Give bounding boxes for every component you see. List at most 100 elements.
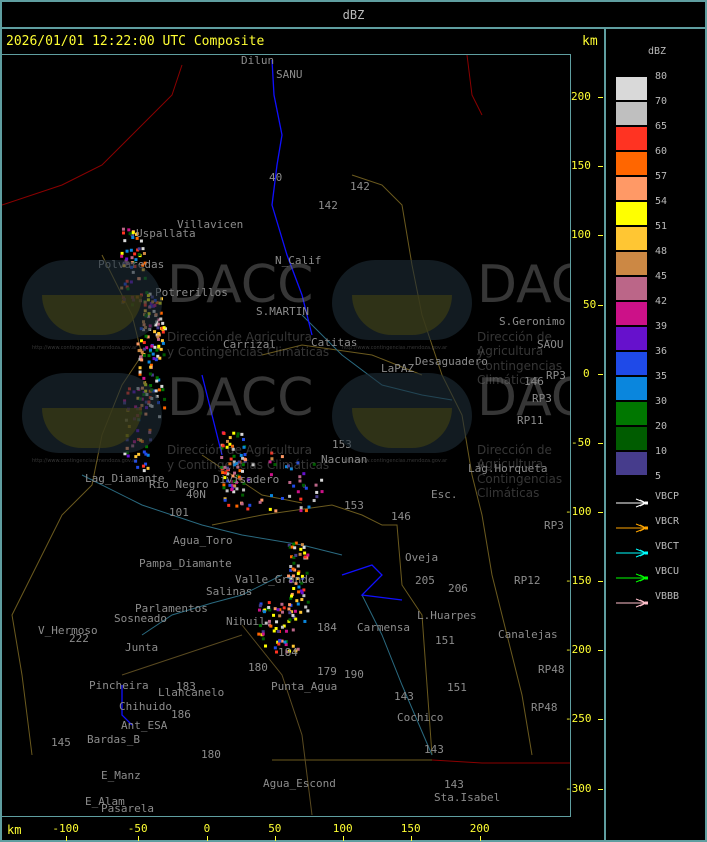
radar-echo [280,625,284,629]
radar-echo [149,365,153,369]
y-tick-mark [598,443,603,444]
radar-echo [237,460,241,464]
legend-level-label: 5 [655,471,662,482]
place-label: RP3 [532,392,552,405]
radar-echo [154,389,158,393]
y-tick-label: -300 [565,782,592,795]
radar-echo [141,263,145,267]
radar-echo [159,317,163,321]
y-tick-mark [598,581,603,582]
radar-echo [244,458,248,462]
place-label: 101 [169,506,189,519]
radar-echo [294,617,298,621]
place-label: Nacunan [321,453,368,466]
radar-echo [121,231,125,235]
legend-level-label: 51 [655,221,668,232]
radar-echo [221,471,225,475]
dacc-logo-icon [332,260,472,340]
legend-level-label: 35 [655,371,668,382]
radar-echo [142,354,146,358]
radar-echo [147,354,151,358]
radar-echo [303,551,307,555]
radar-echo [235,487,239,491]
radar-echo [135,236,139,240]
radar-echo [146,335,150,339]
radar-echo [288,480,292,484]
radar-map[interactable]: DilunSANUVillavicenUspallataPolvaredasN_… [1,54,571,817]
radar-echo [232,454,236,458]
dacc-logo-icon [22,373,162,453]
radar-echo [161,330,165,334]
legend-panel [604,27,707,842]
radar-echo [307,505,311,509]
radar-echo [288,611,292,615]
radar-echo [240,469,244,473]
place-label: SANU [276,68,303,81]
dacc-logo-icon [332,373,472,453]
radar-echo [156,322,160,326]
radar-echo [236,465,240,469]
place-label: RP3 [546,369,566,382]
radar-echo [231,447,235,451]
place-label: Carmensa [357,621,410,634]
place-label: Villavicen [177,218,244,231]
border-blue [121,685,133,726]
radar-echo [238,469,242,473]
radar-echo [278,639,282,643]
radar-echo [259,602,263,606]
radar-echo [243,453,247,457]
radar-echo [291,613,295,617]
radar-echo [146,453,150,457]
radar-echo [293,609,297,613]
radar-echo [288,494,292,498]
radar-echo [302,594,306,598]
radar-echo [140,358,144,362]
radar-echo [312,499,316,503]
radar-name: VBCT [655,541,680,552]
radar-echo [286,464,290,468]
radar-echo [144,334,148,338]
radar-arrow-icon [616,593,653,608]
radar-echo [287,574,291,578]
radar-echo [134,232,138,236]
place-label: Agua_Toro [173,534,233,547]
radar-echo [277,642,281,646]
radar-echo [223,471,227,475]
radar-echo [289,580,293,584]
radar-echo [138,357,142,361]
radar-echo [297,590,301,594]
watermark-url: http://www.contingencias.mendoza.gov.ar [32,345,138,351]
place-label: RP3 [544,519,564,532]
radar-echo [290,610,294,614]
radar-echo [284,629,288,633]
radar-echo [133,252,137,256]
radar-echo [228,442,232,446]
place-label: 40 [269,171,283,184]
radar-echo [270,457,274,461]
place-label: 142 [318,199,338,212]
radar-echo [296,490,300,494]
radar-arrow-icon [616,568,653,583]
radar-echo [258,624,262,628]
radar-echo [223,465,227,469]
place-label: 184 [278,646,298,659]
radar-echo [301,576,305,580]
river [81,474,343,556]
radar-echo [302,588,306,592]
radar-echo [153,330,157,334]
radar-echo [155,348,159,352]
place-label: Lag.Horqueta [468,462,548,475]
radar-echo [232,463,236,467]
place-label: 179 [317,665,337,678]
radar-echo [294,541,298,545]
radar-echo [232,431,236,435]
place-label: 146 [524,375,544,388]
place-label: 205 [415,574,435,587]
radar-echo [161,321,165,325]
radar-echo [231,474,235,478]
radar-echo [232,460,236,464]
legend-level-label: 65 [655,121,668,132]
x-tick-mark [66,836,67,841]
place-label: L.Huarpes [417,609,477,622]
x-tick-label: -100 [52,822,79,835]
